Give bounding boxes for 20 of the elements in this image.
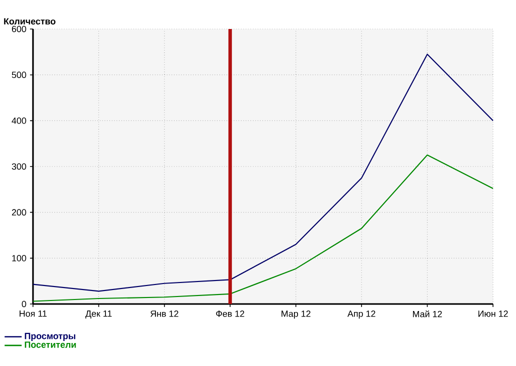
y-tick-label: 200: [12, 209, 26, 216]
y-tick-label: 300: [12, 163, 26, 170]
x-tick-label: Фев 12: [216, 310, 244, 317]
x-tick-label: Апр 12: [347, 310, 376, 319]
y-tick-label: 100: [12, 254, 26, 262]
y-tick-label: 500: [12, 72, 26, 78]
legend-label: Посетители: [24, 342, 76, 348]
y-tick-label: 0: [22, 300, 26, 308]
y-axis-title: Количество: [4, 18, 56, 24]
x-tick-label: Ноя 11: [20, 310, 47, 317]
legend-label: Просмотры: [24, 332, 76, 341]
x-tick-label: Дек 11: [85, 310, 112, 318]
line-series: [32, 154, 494, 302]
x-tick-label: Янв 12: [150, 310, 178, 317]
x-tick-label: Июн 12: [478, 310, 508, 317]
line-series: [32, 54, 494, 292]
x-tick-label: Мар 12: [282, 310, 310, 319]
x-tick-label: Май 12: [413, 310, 442, 318]
y-tick-label: 400: [12, 117, 26, 124]
y-tick-label: 600: [12, 26, 26, 32]
